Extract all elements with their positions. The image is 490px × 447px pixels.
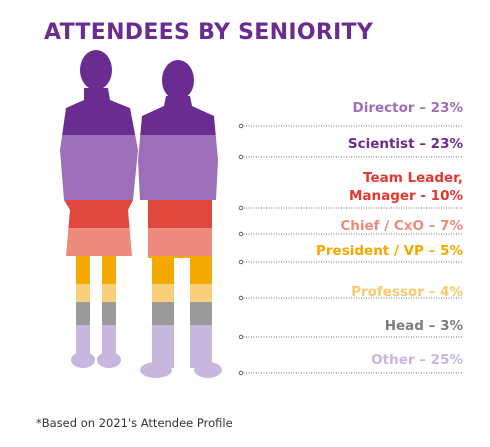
category-label-2: Scientist – 23% xyxy=(348,135,463,153)
band-7 xyxy=(60,302,222,325)
category-label-text: Head – 3% xyxy=(384,318,463,334)
category-label-3: Team Leader, Manager - 10% xyxy=(349,169,463,205)
leader-dot-2 xyxy=(238,154,244,160)
leader-dot-4 xyxy=(238,231,244,237)
leader-dot-5 xyxy=(238,259,244,265)
category-label-text: Team Leader, xyxy=(363,170,463,186)
category-label-1: Director – 23% xyxy=(353,99,464,117)
category-label-text: Professor – 4% xyxy=(351,284,463,300)
category-label-4: Chief / CxO – 7% xyxy=(340,217,463,235)
category-label-text-2: Manager - 10% xyxy=(348,188,463,204)
band-1 xyxy=(60,50,222,135)
leader-dot-7 xyxy=(238,334,244,340)
band-6 xyxy=(60,284,222,302)
category-label-8: Other – 25% xyxy=(371,351,463,369)
band-8 xyxy=(60,325,222,378)
category-label-7: Head – 3% xyxy=(385,317,463,335)
footnote: *Based on 2021's Attendee Profile xyxy=(36,416,233,430)
category-label-text: Scientist – 23% xyxy=(347,136,463,152)
leader-dot-3 xyxy=(238,205,244,211)
leader-dot-8 xyxy=(238,370,244,376)
category-label-text: Other – 25% xyxy=(371,352,463,368)
band-5 xyxy=(60,256,222,284)
category-label-text: President / VP – 5% xyxy=(316,243,463,259)
chart-title: ATTENDEES BY SENIORITY xyxy=(44,20,374,45)
category-label-6: Professor – 4% xyxy=(351,283,463,301)
leader-dot-1 xyxy=(238,123,244,129)
category-label-text: Director – 23% xyxy=(352,100,464,116)
band-3 xyxy=(60,200,222,228)
band-4 xyxy=(60,228,222,256)
band-2 xyxy=(60,135,222,200)
leader-dot-6 xyxy=(238,295,244,301)
category-label-5: President / VP – 5% xyxy=(316,242,463,260)
category-label-text: Chief / CxO – 7% xyxy=(340,218,463,234)
